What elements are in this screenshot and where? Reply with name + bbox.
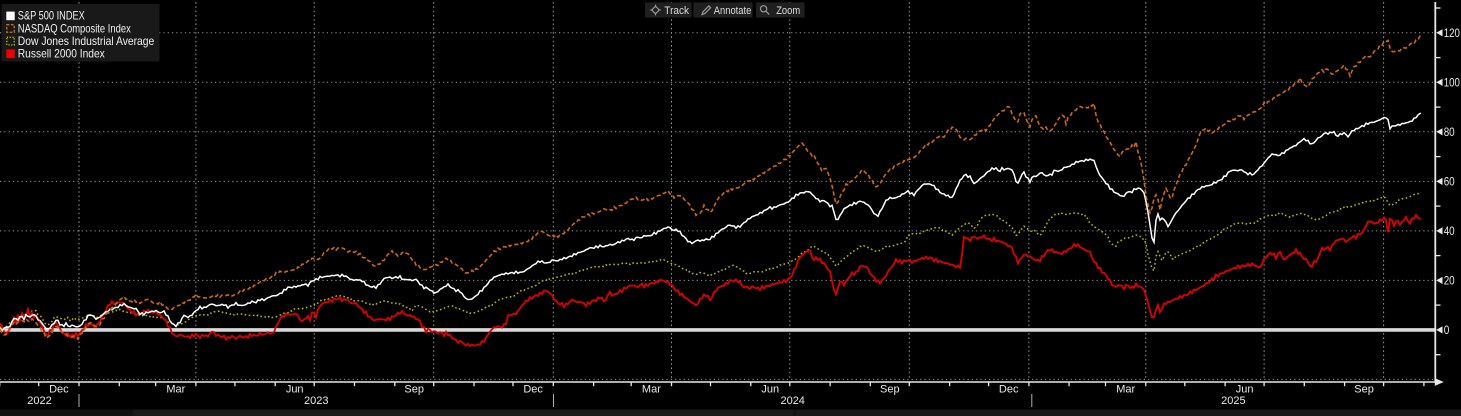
svg-text:Sep: Sep [880,383,900,395]
svg-text:Mar: Mar [166,383,185,395]
svg-text:Jun: Jun [761,383,779,395]
svg-text:Jun: Jun [286,383,304,395]
svg-text:Russell 2000 Index: Russell 2000 Index [18,47,105,61]
svg-text:Sep: Sep [1354,383,1374,395]
svg-text:2023: 2023 [304,395,328,407]
svg-text:Track: Track [664,5,689,17]
svg-text:2022: 2022 [27,395,51,407]
svg-text:2024: 2024 [780,395,804,407]
svg-text:2025: 2025 [1221,395,1245,407]
svg-text:Jun: Jun [1236,383,1254,395]
svg-text:40: 40 [1444,226,1455,238]
svg-text:Annotate: Annotate [714,5,752,17]
svg-text:S&P 500 INDEX: S&P 500 INDEX [18,9,85,23]
svg-text:20: 20 [1444,276,1455,288]
svg-text:Sep: Sep [404,383,424,395]
svg-text:Dec: Dec [49,383,69,395]
svg-text:Mar: Mar [642,383,661,395]
svg-text:80: 80 [1444,127,1455,139]
svg-text:0: 0 [1444,325,1450,337]
svg-text:Zoom: Zoom [776,5,800,17]
svg-text:Mar: Mar [1116,383,1135,395]
svg-text:NASDAQ Composite Index: NASDAQ Composite Index [18,21,131,35]
svg-text:100: 100 [1444,78,1460,90]
svg-text:60: 60 [1444,177,1455,189]
svg-text:Dow Jones Industrial Average: Dow Jones Industrial Average [18,34,155,48]
svg-text:Dec: Dec [999,383,1019,395]
svg-text:Dec: Dec [523,383,543,395]
svg-text:120: 120 [1444,28,1460,40]
